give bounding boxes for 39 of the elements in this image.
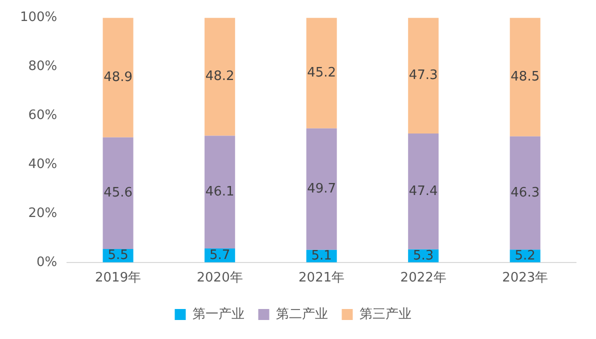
bar — [408, 133, 439, 250]
data-label: 5.2 — [514, 248, 536, 264]
x-tick-label: 2019年 — [95, 270, 142, 286]
x-tick-label: 2020年 — [196, 270, 243, 286]
bar — [306, 128, 337, 250]
bar — [510, 136, 540, 250]
x-tick-label: 2021年 — [298, 270, 345, 286]
data-label: 46.1 — [205, 184, 234, 200]
bar — [408, 18, 439, 134]
data-label: 47.4 — [408, 184, 438, 199]
data-label: 48.9 — [104, 70, 133, 85]
data-label: 46.3 — [510, 185, 540, 200]
bar — [102, 137, 134, 249]
y-tick-label: 100% — [20, 10, 58, 26]
data-label: 5.7 — [209, 248, 230, 263]
data-label: 5.3 — [413, 248, 434, 264]
data-label: 5.5 — [108, 248, 128, 264]
legend-label: 第一产业 — [192, 306, 244, 322]
y-tick-label: 60% — [28, 108, 58, 124]
bar — [204, 136, 236, 248]
data-label: 48.2 — [205, 69, 234, 84]
bar — [510, 18, 540, 136]
x-tick-label: 2022年 — [400, 270, 446, 286]
legend-label: 第三产业 — [359, 306, 412, 322]
data-label: 5.1 — [311, 248, 332, 264]
bar — [306, 18, 337, 128]
y-tick-label: 0% — [36, 254, 58, 270]
legend-label: 第二产业 — [276, 306, 328, 322]
x-tick-label: 2023年 — [502, 270, 548, 286]
data-label: 45.6 — [104, 186, 133, 201]
data-label: 48.5 — [510, 69, 540, 84]
bar — [102, 18, 134, 138]
data-label: 45.2 — [307, 65, 336, 80]
y-tick-label: 20% — [28, 206, 58, 221]
data-label: 49.7 — [307, 182, 336, 197]
bar — [204, 18, 236, 136]
y-tick-label: 40% — [28, 156, 58, 172]
y-tick-label: 80% — [28, 59, 58, 74]
data-label: 47.3 — [408, 68, 438, 84]
